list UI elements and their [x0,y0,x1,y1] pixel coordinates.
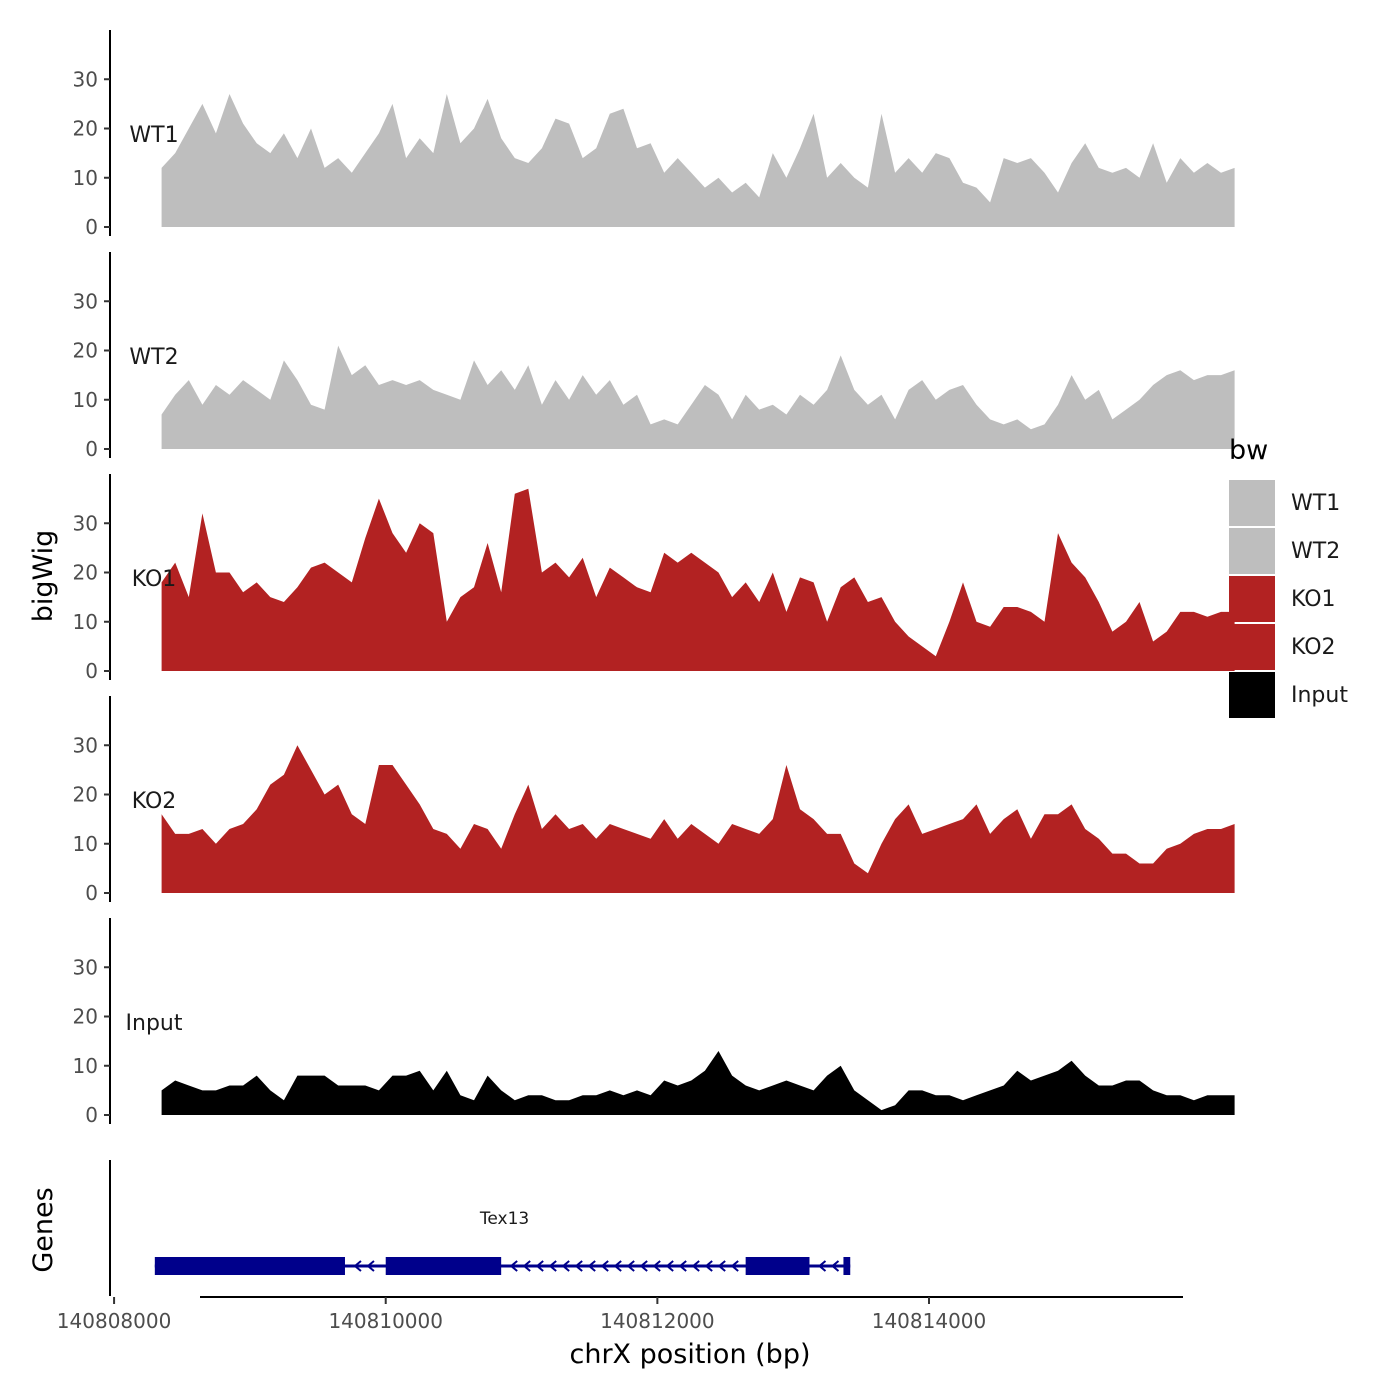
signal-area-wt1 [161,94,1235,227]
y-tick-label: 20 [73,783,98,807]
legend-swatch-wt2 [1229,528,1275,574]
y-tick-label: 20 [73,1005,98,1029]
legend-label-wt1: WT1 [1291,491,1340,516]
gene-panel: Tex13 [109,1160,851,1296]
gene-label-tex13: Tex13 [479,1209,529,1229]
y-tick-label: 0 [85,881,98,905]
strand-arrow [730,1260,739,1272]
y-tick-label: 10 [73,1054,98,1078]
track-label: Input [126,1011,183,1036]
strand-arrow [678,1260,687,1272]
strand-arrow [665,1260,674,1272]
y-tick-label: 30 [73,733,98,757]
y-tick-label: 30 [73,67,98,91]
y-tick-label: 0 [85,215,98,239]
strand-arrow [830,1260,840,1272]
y-tick-label: 30 [73,511,98,535]
track-label: WT2 [129,345,178,370]
y-tick-label: 30 [73,955,98,979]
y-tick-label: 0 [85,1103,98,1127]
legend-label-wt2: WT2 [1291,539,1340,564]
gene-exon [385,1257,502,1275]
gene-exon [154,1257,345,1275]
x-tick-label: 140814000 [872,1309,987,1333]
strand-arrow [600,1260,609,1272]
track-panel-wt1: 0 10 20 30 WT1 [73,30,1235,239]
legend-swatch-ko1 [1229,576,1275,622]
strand-arrow [574,1260,583,1272]
strand-arrow [548,1260,557,1272]
gene-exon [843,1257,851,1275]
strand-arrow [535,1260,544,1272]
legend-swatch-input [1229,672,1275,718]
y-tick-label: 10 [73,388,98,412]
signal-area-wt2 [161,345,1235,449]
strand-arrow [817,1260,827,1272]
track-label: KO2 [132,789,177,814]
legend-title: bw [1229,435,1268,466]
y-tick-label: 20 [73,561,98,585]
legend-label-ko2: KO2 [1291,635,1336,660]
strand-arrow [652,1260,661,1272]
strand-arrow [522,1260,531,1272]
x-axis: 140808000 140810000 140812000 140814000 [57,1296,1183,1333]
legend-label-ko1: KO1 [1291,587,1336,612]
x-tick-label: 140812000 [600,1309,715,1333]
strand-arrow [561,1260,570,1272]
x-tick-label: 140810000 [328,1309,443,1333]
signal-area-input [161,1051,1235,1115]
strand-arrow [587,1260,596,1272]
y-tick-label: 10 [73,610,98,634]
y-tick-label: 0 [85,659,98,683]
signal-tracks: 0 10 20 30 WT1 0 10 20 30 WT2 0 10 20 30 KO1 0 10 20 30 KO2… [73,30,1235,1127]
strand-arrow [366,1260,375,1272]
strand-arrow [353,1260,362,1272]
y-tick-label: 10 [73,832,98,856]
y-tick-label: 10 [73,166,98,190]
signal-area-ko1 [161,488,1235,671]
track-label: WT1 [129,123,178,148]
track-panel-wt2: 0 10 20 30 WT2 [73,252,1235,461]
track-panel-ko2: 0 10 20 30 KO2 [73,696,1235,905]
strand-arrow [613,1260,622,1272]
strand-arrow [691,1260,700,1272]
strand-arrow [639,1260,648,1272]
y-axis-title: bigWig [28,530,59,623]
y-tick-label: 20 [73,117,98,141]
legend-swatch-ko2 [1229,624,1275,670]
legend: bw WT1 WT2 KO1 KO2 Input [1229,435,1348,718]
y-tick-label: 20 [73,339,98,363]
track-panel-ko1: 0 10 20 30 KO1 [73,474,1235,683]
y-tick-label: 30 [73,289,98,313]
y-tick-label: 0 [85,437,98,461]
signal-area-ko2 [161,745,1235,893]
legend-label-input: Input [1291,683,1348,708]
strand-arrow [717,1260,726,1272]
x-tick-label: 140808000 [57,1309,172,1333]
gene-exon [745,1257,810,1275]
strand-arrow [626,1260,635,1272]
legend-swatch-wt1 [1229,480,1275,526]
genes-axis-title: Genes [28,1187,59,1272]
strand-arrow [704,1260,713,1272]
track-label: KO1 [132,567,177,592]
strand-arrow [509,1260,518,1272]
x-axis-title: chrX position (bp) [569,1339,810,1370]
track-panel-input: 0 10 20 30 Input [73,918,1235,1127]
